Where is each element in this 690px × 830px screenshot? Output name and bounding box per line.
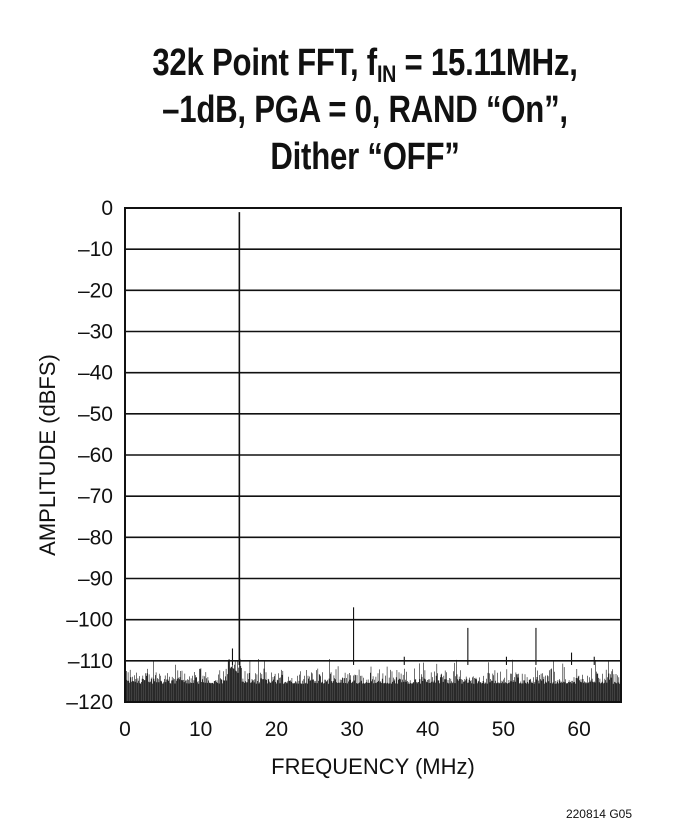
y-tick-labels: 0 –10 –20 –30 –40 –50 –60 –70 –80 –90 –100 –110 –120	[66, 197, 113, 714]
y-tick-label: –10	[78, 238, 113, 261]
title-line-1: 32k Point FFT, fIN = 15.11MHz,	[152, 42, 578, 88]
y-tick-label: –20	[78, 279, 113, 302]
figure-code: 220814 G05	[566, 807, 632, 821]
x-tick-label: 0	[119, 718, 131, 741]
noise-trace	[125, 657, 622, 701]
y-tick-label: –80	[78, 526, 113, 549]
y-tick-label: –50	[78, 403, 113, 426]
x-tick-label: 40	[416, 718, 439, 741]
x-tick-label: 30	[340, 718, 363, 741]
y-tick-label: 0	[101, 197, 113, 220]
noise-floor	[125, 657, 622, 701]
y-tick-label: –90	[78, 568, 113, 591]
y-tick-label: –110	[68, 650, 113, 673]
x-tick-labels: 0 10 20 30 40 50 60	[119, 718, 591, 741]
gridlines	[125, 207, 621, 703]
x-tick-label: 20	[265, 718, 288, 741]
x-tick-label: 60	[567, 718, 590, 741]
y-axis-label: AMPLITUDE (dBFS)	[35, 354, 60, 556]
spectral-peaks	[231, 212, 595, 665]
title-line-2: –1dB, PGA = 0, RAND “On”,	[162, 89, 568, 131]
y-tick-label: –100	[66, 609, 113, 632]
x-axis-label: FREQUENCY (MHz)	[271, 754, 475, 779]
x-tick-label: 50	[492, 718, 515, 741]
y-tick-label: –40	[78, 362, 113, 385]
title-line-3: Dither “OFF”	[270, 136, 460, 178]
y-tick-label: –60	[78, 444, 113, 467]
plot-frame	[124, 207, 622, 703]
x-tick-label: 10	[189, 718, 212, 741]
chart-title: 32k Point FFT, fIN = 15.11MHz, –1dB, PGA…	[115, 40, 615, 181]
y-tick-label: –30	[78, 321, 113, 344]
y-tick-label: –120	[66, 691, 113, 714]
y-tick-label: –70	[78, 485, 113, 508]
